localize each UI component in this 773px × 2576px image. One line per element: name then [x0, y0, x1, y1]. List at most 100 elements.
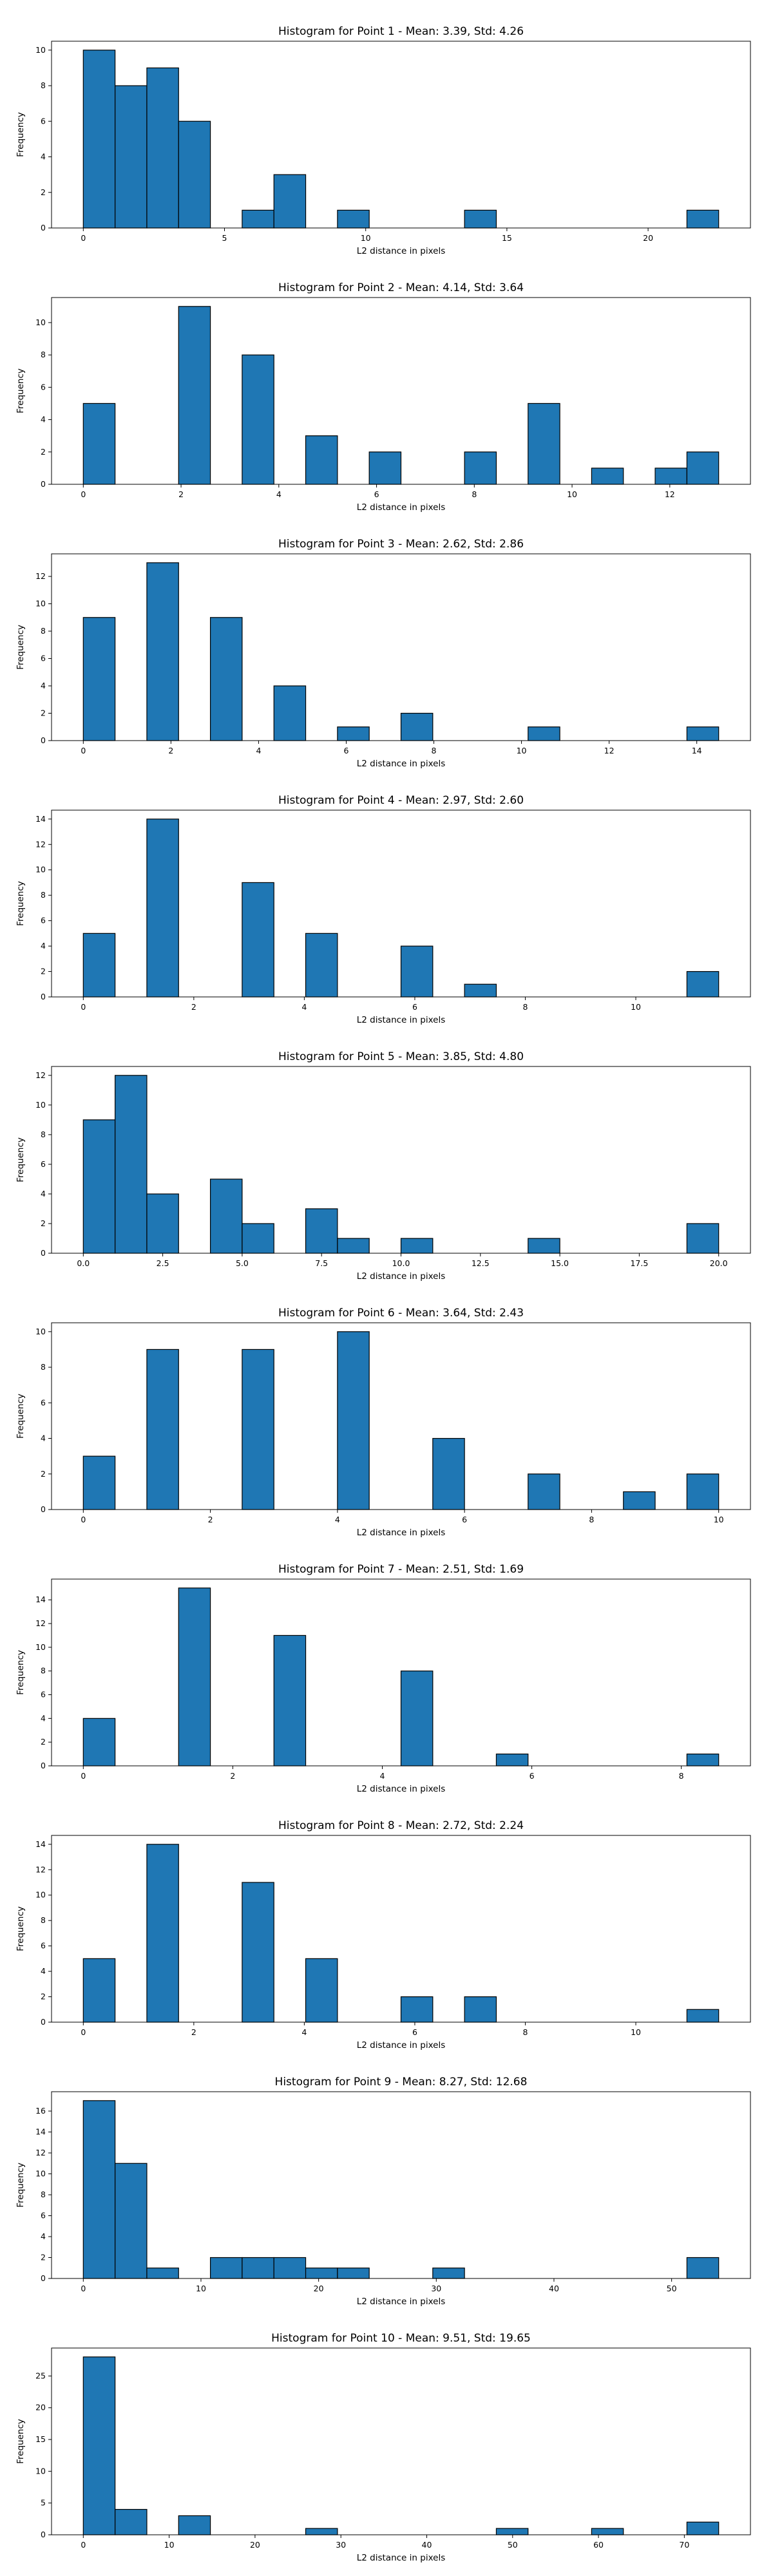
histogram-bar — [686, 971, 720, 998]
histogram-bar — [305, 1208, 338, 1254]
histogram-bar — [686, 2521, 720, 2535]
x-tick-label: 0.0 — [77, 1258, 90, 1268]
y-tick-label: 8 — [41, 350, 46, 359]
axes-frame — [51, 297, 751, 485]
histogram-bar — [82, 617, 116, 741]
histogram-bar — [686, 1223, 720, 1254]
axes-frame — [51, 41, 751, 229]
x-tick-label: 0 — [81, 2284, 86, 2293]
y-tick-label: 25 — [35, 2371, 46, 2380]
y-tick-label: 0 — [41, 735, 46, 745]
x-tick-label: 2 — [178, 489, 184, 499]
y-tick-label: 8 — [41, 626, 46, 636]
x-tick-label: 8 — [523, 2027, 528, 2037]
histogram-bar — [209, 2257, 243, 2279]
chart-panel-5: Histogram for Point 5 - Mean: 3.85, Std:… — [15, 1050, 751, 1282]
chart-title: Histogram for Point 9 - Mean: 8.27, Std:… — [275, 2076, 528, 2088]
histogram-bar — [495, 1753, 529, 1766]
x-tick-label: 2 — [191, 2027, 196, 2037]
histogram-bar — [242, 1223, 274, 1254]
x-tick-label: 6 — [530, 1771, 535, 1781]
y-tick-label: 4 — [41, 152, 46, 162]
y-tick-label: 6 — [41, 916, 46, 925]
chart-title: Histogram for Point 1 - Mean: 3.39, Std:… — [278, 25, 524, 38]
y-tick-label: 8 — [41, 890, 46, 900]
y-tick-label: 0 — [41, 2273, 46, 2283]
histogram-bar — [242, 354, 274, 485]
x-tick-label: 6 — [412, 2027, 417, 2037]
x-tick-label: 10 — [517, 746, 527, 755]
y-tick-label: 6 — [41, 654, 46, 663]
x-tick-label: 2 — [168, 746, 173, 755]
x-tick-label: 2.5 — [157, 1258, 169, 1268]
histogram-bar — [242, 882, 274, 998]
x-tick-label: 0 — [81, 1002, 86, 1012]
axes-frame — [51, 553, 751, 741]
y-tick-label: 0 — [41, 992, 46, 1001]
axes-frame — [51, 1578, 751, 1766]
chart-panel-4: Histogram for Point 4 - Mean: 2.97, Std:… — [15, 794, 751, 1025]
histogram-bar — [82, 2100, 116, 2279]
y-tick-label: 4 — [41, 681, 46, 690]
y-tick-label: 10 — [35, 2169, 46, 2179]
x-tick-label: 8 — [679, 1771, 684, 1781]
x-tick-label: 0 — [81, 489, 86, 499]
y-tick-label: 14 — [35, 1839, 46, 1849]
x-axis-label: L2 distance in pixels — [357, 246, 445, 256]
y-tick-label: 8 — [41, 1130, 46, 1139]
histogram-bar — [82, 402, 116, 485]
y-tick-label: 15 — [35, 2434, 46, 2444]
x-tick-label: 5.0 — [236, 1258, 249, 1268]
histogram-bar — [146, 1844, 179, 2023]
x-tick-label: 5 — [222, 233, 227, 243]
y-tick-label: 2 — [41, 708, 46, 718]
x-tick-label: 2 — [191, 1002, 196, 1012]
y-tick-label: 5 — [41, 2498, 46, 2508]
histogram-bar — [146, 1349, 179, 1510]
histogram-bar — [400, 1996, 434, 2023]
histogram-bar — [528, 1238, 560, 1254]
histogram-bar — [178, 306, 211, 485]
y-tick-label: 10 — [35, 1327, 46, 1336]
x-tick-label: 6 — [343, 746, 348, 755]
chart-title: Histogram for Point 2 - Mean: 4.14, Std:… — [278, 281, 524, 294]
x-tick-label: 6 — [412, 1002, 417, 1012]
y-tick-label: 4 — [41, 941, 46, 951]
histogram-bar — [686, 2009, 720, 2023]
histogram-bar — [242, 1349, 274, 1510]
histogram-bar — [464, 983, 497, 998]
histogram-bar — [146, 2268, 179, 2279]
y-tick-label: 10 — [35, 45, 46, 55]
y-tick-label: 12 — [35, 1070, 46, 1080]
x-tick-label: 0 — [81, 1771, 86, 1781]
y-tick-label: 8 — [41, 80, 46, 90]
histogram-bar — [400, 1671, 434, 1766]
y-tick-label: 0 — [41, 2530, 46, 2539]
x-tick-label: 6 — [462, 1515, 467, 1524]
y-tick-label: 0 — [41, 2017, 46, 2027]
histogram-bar — [686, 451, 720, 485]
histogram-bar — [337, 2268, 370, 2279]
x-tick-label: 10 — [361, 233, 371, 243]
histogram-bar — [242, 2257, 274, 2279]
histogram-bar — [432, 2268, 465, 2279]
histogram-bar — [464, 209, 497, 229]
x-axis-label: L2 distance in pixels — [357, 502, 445, 513]
x-tick-label: 7.5 — [315, 1258, 328, 1268]
chart-title: Histogram for Point 7 - Mean: 2.51, Std:… — [278, 1563, 524, 1576]
x-tick-label: 40 — [422, 2540, 432, 2550]
histogram-bar — [528, 726, 560, 741]
y-tick-label: 4 — [41, 1713, 46, 1723]
histogram-bar — [337, 1238, 370, 1254]
histogram-bar — [273, 174, 307, 229]
y-tick-label: 6 — [41, 1941, 46, 1951]
x-axis-label: L2 distance in pixels — [357, 759, 445, 769]
histogram-bar — [82, 1455, 116, 1510]
histogram-bar — [400, 712, 434, 741]
x-tick-label: 4 — [335, 1515, 340, 1524]
x-tick-label: 15 — [502, 233, 512, 243]
histogram-bar — [432, 1437, 465, 1510]
x-tick-label: 4 — [276, 489, 282, 499]
histogram-bar — [464, 1996, 497, 2023]
